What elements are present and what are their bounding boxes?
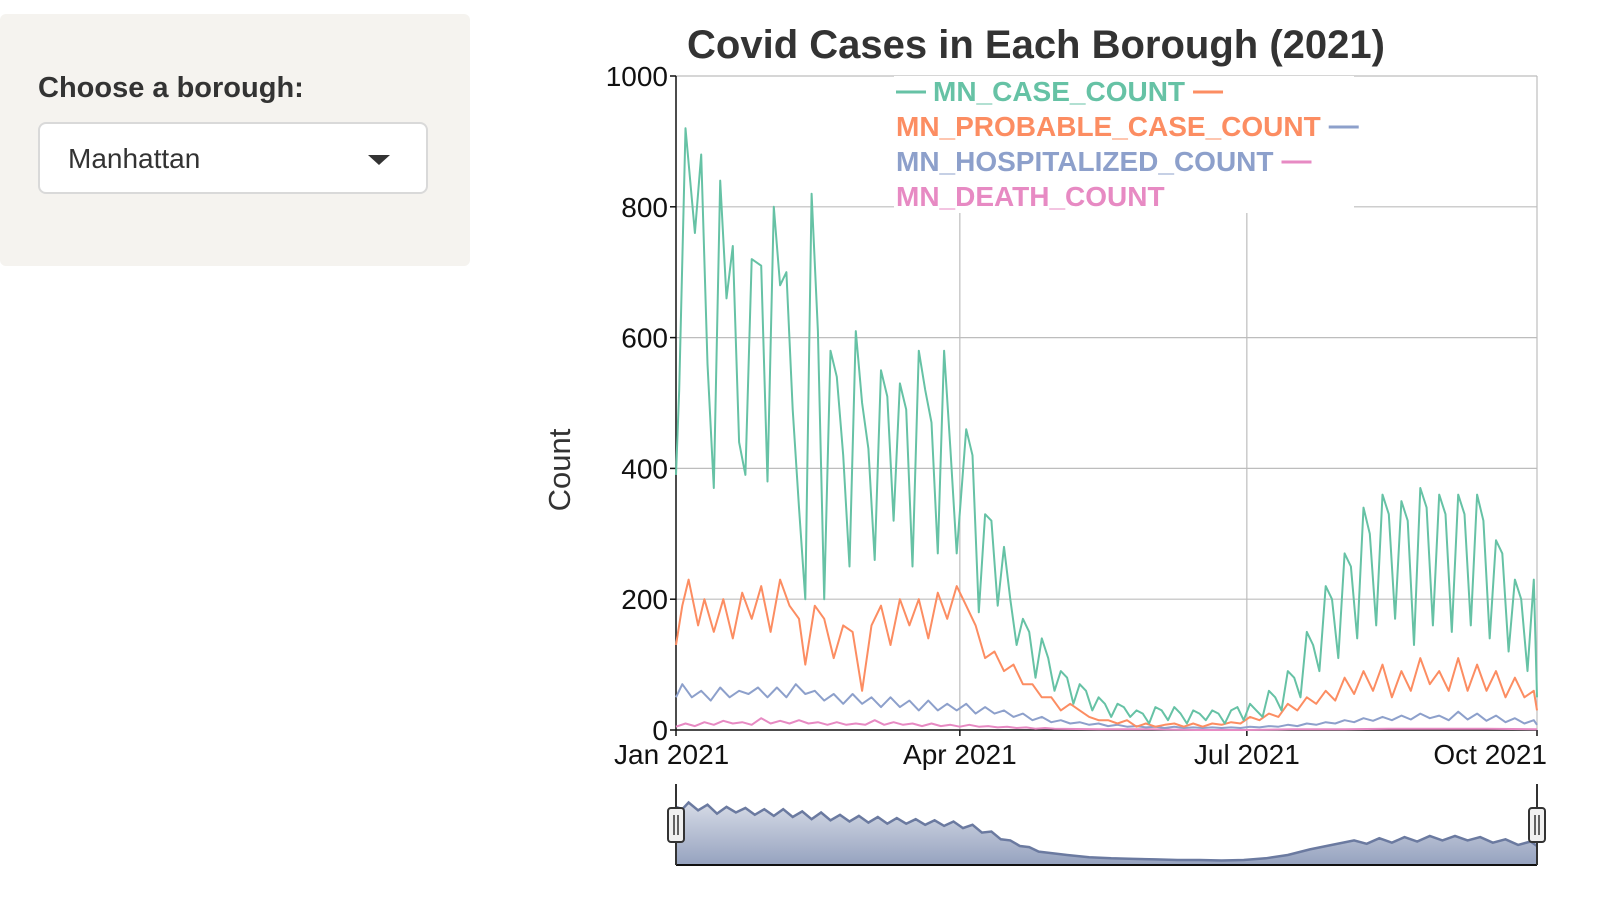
chart-series bbox=[675, 127, 1538, 731]
range-selector[interactable] bbox=[667, 784, 1546, 866]
range-selector-line bbox=[675, 800, 1538, 862]
x-tick-label: Oct 2021 bbox=[1433, 739, 1547, 770]
sidebar-panel: Choose a borough: Manhattan bbox=[0, 14, 470, 266]
x-tick-label: Jul 2021 bbox=[1194, 739, 1300, 770]
legend-item-label: MN_PROBABLE_CASE_COUNT bbox=[896, 111, 1321, 142]
series-line-mn-hospitalized-count bbox=[675, 683, 1538, 729]
chart-legend: MN_CASE_COUNT MN_PROBABLE_CASE_COUNT MN_HO… bbox=[894, 76, 1359, 213]
y-tick-label: 400 bbox=[621, 453, 668, 484]
legend-item-label: MN_CASE_COUNT bbox=[933, 76, 1185, 107]
chart-title: Covid Cases in Each Borough (2021) bbox=[687, 23, 1385, 67]
x-tick-label: Apr 2021 bbox=[903, 739, 1017, 770]
borough-select[interactable]: Manhattan bbox=[38, 122, 428, 194]
series-line-mn-probable-case-count bbox=[675, 578, 1538, 728]
legend-background bbox=[894, 76, 1354, 213]
chart-axes: 0 200 400 600 800 1000 Jan 2021 Apr 2021 Jul 202… bbox=[606, 61, 1547, 770]
y-tick-label: 600 bbox=[621, 323, 668, 354]
legend-item-label: MN_HOSPITALIZED_COUNT bbox=[896, 146, 1274, 177]
range-handle-right[interactable] bbox=[1528, 807, 1546, 843]
range-handle-left[interactable] bbox=[667, 807, 685, 843]
y-tick-label: 1000 bbox=[606, 61, 668, 92]
y-tick-label: 0 bbox=[652, 715, 668, 746]
x-tick-label: Jan 2021 bbox=[614, 739, 729, 770]
y-axis-label: Count bbox=[542, 428, 577, 511]
legend-item-label: MN_DEATH_COUNT bbox=[896, 181, 1165, 212]
borough-select-value: Manhattan bbox=[68, 143, 201, 174]
y-tick-label: 800 bbox=[621, 192, 668, 223]
y-tick-label: 200 bbox=[621, 584, 668, 615]
range-selector-area bbox=[676, 802, 1537, 865]
borough-select-label: Choose a borough: bbox=[38, 72, 304, 104]
series-line-mn-case-count bbox=[675, 127, 1538, 725]
caret-down-icon bbox=[368, 155, 390, 165]
series-line-mn-death-count bbox=[675, 717, 1538, 731]
